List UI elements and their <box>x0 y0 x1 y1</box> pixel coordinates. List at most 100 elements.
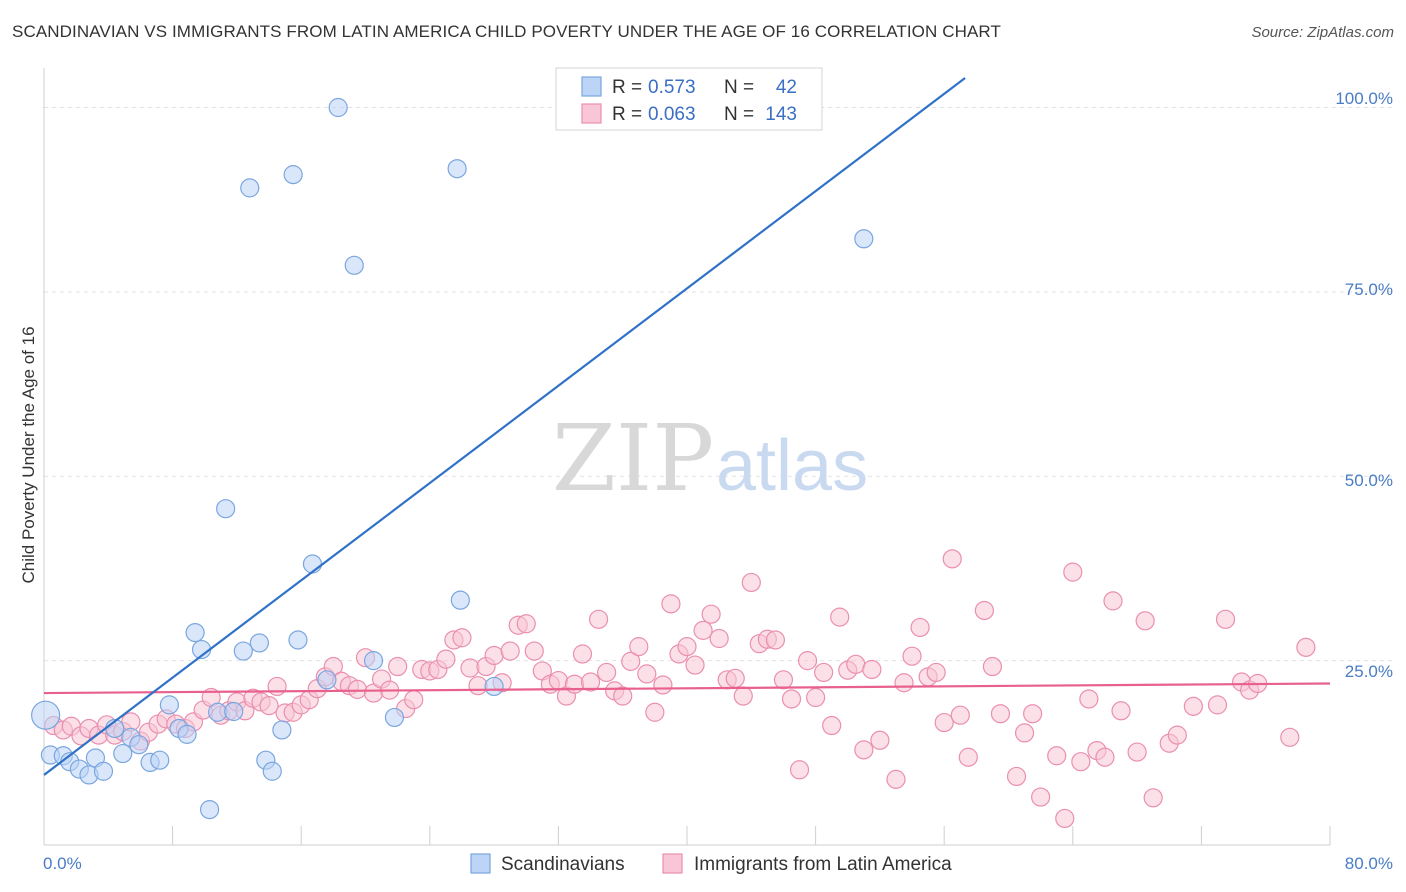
pink-point-94 <box>814 662 834 683</box>
pink-point-135 <box>1215 609 1236 629</box>
blue-point-16 <box>177 724 197 744</box>
series-scandinavians-points <box>31 97 874 820</box>
pink-point-80 <box>701 604 721 624</box>
pink-point-123 <box>1079 689 1099 709</box>
pink-point-41 <box>388 656 408 677</box>
legend-label-latin-america: Immigrants from Latin America <box>694 854 952 875</box>
stats-r-value-blue: 0.573 <box>648 77 696 98</box>
stats-n-value-pink: 143 <box>765 104 797 125</box>
pink-point-67 <box>597 662 617 683</box>
pink-point-84 <box>733 686 753 706</box>
blue-point-39 <box>484 676 504 697</box>
pink-point-85 <box>741 572 761 593</box>
blue-point-36 <box>384 707 405 728</box>
grid-lines <box>44 107 1392 662</box>
pink-point-116 <box>1014 723 1035 743</box>
stats-legend: R = 0.573 N = 42 R = 0.063 N = 143 <box>555 67 823 131</box>
pink-point-114 <box>990 704 1011 724</box>
pink-point-98 <box>846 654 866 674</box>
pink-point-43 <box>404 690 424 710</box>
pink-point-122 <box>1071 752 1091 772</box>
blue-point-28 <box>272 720 292 740</box>
series-legend: Scandinavians Immigrants from Latin Amer… <box>470 853 952 875</box>
pink-point-77 <box>677 637 697 657</box>
blue-point-20 <box>208 702 228 722</box>
series-immigrants-latin-america-points <box>44 549 1316 829</box>
pink-point-25 <box>259 696 279 716</box>
pink-point-96 <box>830 607 850 627</box>
pink-point-101 <box>870 730 890 750</box>
blue-point-0 <box>31 700 61 730</box>
pink-point-58 <box>524 641 544 661</box>
pink-point-104 <box>902 646 922 666</box>
blue-point-11 <box>129 735 149 755</box>
pink-point-140 <box>1296 637 1316 657</box>
stats-r-label-blue: R = <box>612 77 642 98</box>
pink-point-134 <box>1207 695 1228 715</box>
pink-point-132 <box>1167 725 1187 745</box>
watermark-zip: ZIP <box>552 405 714 512</box>
pink-point-53 <box>484 645 504 666</box>
blue-point-7 <box>93 761 114 781</box>
pink-point-100 <box>862 659 882 680</box>
pink-point-130 <box>1143 788 1163 808</box>
stats-n-label-pink: N = <box>724 104 754 125</box>
pink-point-63 <box>564 674 585 694</box>
blue-point-35 <box>363 651 384 671</box>
blue-point-19 <box>199 799 220 820</box>
y-axis-label: Child Poverty Under the Age of 16 <box>19 326 38 583</box>
pink-point-81 <box>709 628 729 649</box>
pink-point-118 <box>1031 787 1051 807</box>
pink-point-75 <box>661 594 681 614</box>
blue-point-13 <box>150 750 170 770</box>
pink-point-69 <box>613 686 633 706</box>
pink-point-49 <box>452 628 472 648</box>
y-tick-25: 25.0% <box>1345 662 1393 681</box>
y-tick-50: 50.0% <box>1345 471 1393 490</box>
blue-point-29 <box>283 165 303 185</box>
blue-point-40 <box>854 229 874 249</box>
pink-point-139 <box>1280 727 1300 747</box>
pink-point-127 <box>1111 701 1131 721</box>
trend-lines <box>43 77 1331 776</box>
blue-point-32 <box>317 670 337 690</box>
pink-point-99 <box>854 740 874 760</box>
chart-title: SCANDINAVIAN VS IMMIGRANTS FROM LATIN AM… <box>12 22 1001 41</box>
stats-r-label-pink: R = <box>612 104 642 125</box>
pink-point-90 <box>781 689 802 709</box>
pink-point-103 <box>894 673 914 693</box>
pink-point-105 <box>910 617 930 638</box>
pink-point-89 <box>773 670 794 690</box>
pink-point-111 <box>958 747 978 767</box>
blue-point-31 <box>302 554 323 574</box>
stats-r-value-pink: 0.063 <box>648 104 696 125</box>
pink-point-88 <box>765 630 786 650</box>
pink-point-72 <box>637 664 657 684</box>
pink-point-55 <box>500 641 520 661</box>
pink-point-117 <box>1023 704 1043 724</box>
pink-point-112 <box>974 600 994 621</box>
blue-point-21 <box>216 499 236 519</box>
pink-point-47 <box>436 649 456 669</box>
stats-legend-swatch-pink <box>581 103 602 124</box>
pink-point-93 <box>805 687 826 708</box>
blue-point-9 <box>113 743 133 764</box>
y-tick-100: 100.0% <box>1335 89 1393 108</box>
blue-point-30 <box>288 630 308 650</box>
pink-point-70 <box>621 651 641 671</box>
blue-point-23 <box>233 641 253 661</box>
stats-n-label-blue: N = <box>724 77 754 98</box>
blue-point-27 <box>262 761 282 781</box>
axes <box>43 68 1331 846</box>
pink-point-102 <box>886 769 906 789</box>
pink-point-115 <box>1006 766 1027 787</box>
pink-point-64 <box>572 644 593 664</box>
pink-point-78 <box>685 655 705 675</box>
pink-point-57 <box>516 614 536 634</box>
pink-point-125 <box>1095 747 1115 767</box>
pink-point-126 <box>1103 591 1123 611</box>
stats-n-value-blue: 42 <box>776 77 797 98</box>
blue-point-37 <box>447 159 467 179</box>
pink-point-120 <box>1055 808 1075 829</box>
pink-point-91 <box>789 760 810 780</box>
